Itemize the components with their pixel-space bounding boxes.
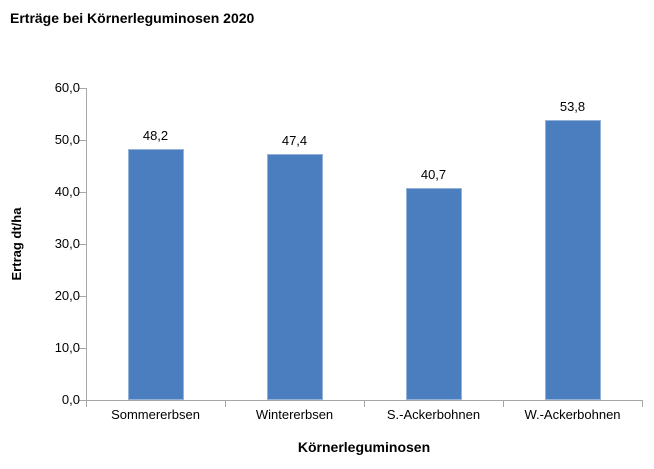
y-tick-mark [79,244,86,245]
bar-value-label: 40,7 [420,167,447,183]
y-tick-mark [79,88,86,89]
x-tick-mark [86,401,87,407]
x-tick-label: Sommererbsen [111,407,200,422]
x-tick-mark [364,401,365,407]
y-tick-label: 60,0 [54,80,80,95]
x-axis-title: Körnerleguminosen [297,439,431,455]
bar-W.-Ackerbohnen [544,120,601,400]
y-tick-label: 20,0 [54,288,80,303]
y-tick-mark [79,140,86,141]
bar-value-label: 47,4 [281,132,308,148]
y-tick-label: 50,0 [54,132,80,147]
y-tick-label: 0,0 [61,392,80,407]
x-axis-line [86,400,643,401]
x-tick-label: S.-Ackerbohnen [386,407,481,422]
y-tick-label: 40,0 [54,184,80,199]
y-tick-label: 30,0 [54,236,80,251]
y-axis-line [86,88,87,401]
x-tick-label: W.-Ackerbohnen [524,407,621,422]
bar-Sommererbsen [127,149,184,400]
x-tick-mark [642,401,643,407]
chart-title: Erträge bei Körnerleguminosen 2020 [10,10,255,26]
bar-Wintererbsen [266,153,323,400]
x-tick-mark [225,401,226,407]
y-tick-mark [79,348,86,349]
x-tick-mark [503,401,504,407]
bar-value-label: 53,8 [559,99,586,115]
x-tick-label: Wintererbsen [255,407,334,422]
bar-value-label: 48,2 [142,128,169,144]
y-axis-title: Ertrag dt/ha [9,207,24,281]
y-tick-label: 10,0 [54,340,80,355]
y-tick-mark [79,400,86,401]
bar-S.-Ackerbohnen [405,188,462,400]
y-tick-mark [79,192,86,193]
y-tick-mark [79,296,86,297]
